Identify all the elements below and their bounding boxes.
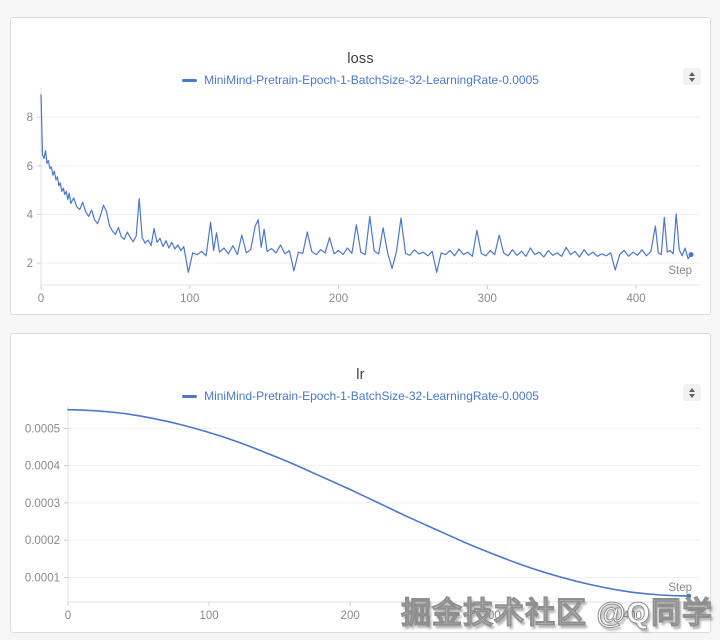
y-tick-label: 0.0001 [25,572,60,584]
x-tick-label: 0 [65,610,71,622]
lr-chart-card: lr MiniMind-Pretrain-Epoch-1-BatchSize-3… [10,333,711,633]
caret-up-icon [689,71,695,76]
loss-plot-area[interactable]: 0 100 200 300 400 2 4 6 8 Step [11,18,708,312]
x-tick-label: 300 [478,293,497,305]
panel-resize-stepper-button[interactable] [683,384,701,401]
panel-resize-stepper-button[interactable] [683,68,701,85]
loss-line [40,94,692,273]
x-tick-label: 100 [199,610,218,622]
loss-chart-card: loss MiniMind-Pretrain-Epoch-1-BatchSize… [10,17,711,315]
y-tick-label: 0.0005 [25,423,60,435]
legend-run-name[interactable]: MiniMind-Pretrain-Epoch-1-BatchSize-32-L… [204,73,539,87]
caret-up-icon [689,387,695,392]
last-point-dot [688,252,694,258]
lr-plot-area[interactable]: 0 100 200 300 400 0.0001 0.0002 0.0003 0.0004 0.0… [11,334,708,630]
legend-line-marker [182,78,198,82]
x-tick-label: 200 [329,293,348,305]
legend-run-name[interactable]: MiniMind-Pretrain-Epoch-1-BatchSize-32-L… [204,389,539,403]
y-tick-label: 0.0004 [25,461,61,473]
chart-title-loss: loss [347,51,374,67]
caret-down-icon [689,77,695,82]
chart-title-lr: lr [356,367,365,383]
last-point-dot [686,593,692,599]
x-axis-title: Step [668,265,692,277]
x-tick-label: 300 [482,610,501,622]
x-axis-title: Step [668,582,692,594]
y-tick-label: 2 [27,258,33,270]
lr-line [67,408,690,597]
x-tick-label: 400 [623,610,642,622]
x-tick-label: 200 [341,610,360,622]
legend-row: MiniMind-Pretrain-Epoch-1-BatchSize-32-L… [11,389,710,403]
y-tick-label: 4 [27,209,34,221]
x-tick-label: 100 [180,293,199,305]
legend-row: MiniMind-Pretrain-Epoch-1-BatchSize-32-L… [11,73,710,87]
x-tick-label: 0 [38,293,44,305]
y-tick-label: 6 [27,161,33,173]
caret-down-icon [689,393,695,398]
x-tick-label: 400 [626,293,645,305]
legend-line-marker [182,394,198,398]
y-tick-label: 0.0003 [25,498,60,510]
y-tick-label: 0.0002 [25,535,60,547]
y-tick-label: 8 [27,112,33,124]
